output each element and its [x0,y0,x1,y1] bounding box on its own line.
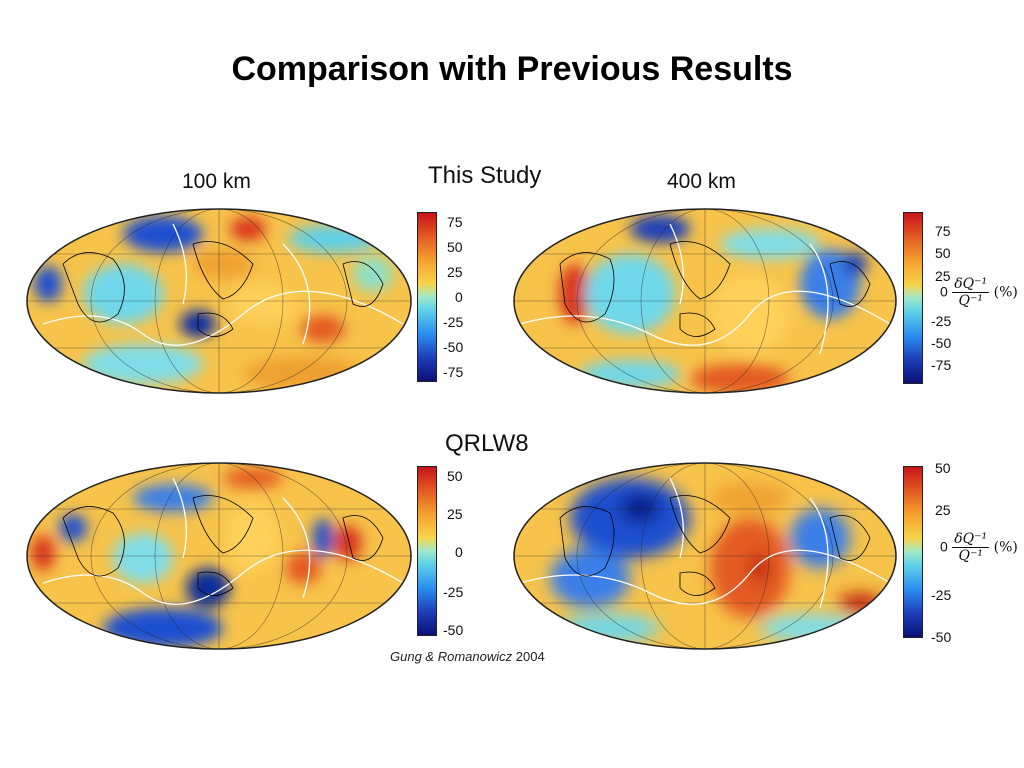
colorbar-tick: 75 [447,214,463,230]
colorbar-tick: 50 [447,239,463,255]
colorbar-top-right [903,212,923,384]
row-label-qrlw8: QRLW8 [445,430,529,457]
colorbar-tick: -25 [443,584,464,600]
colorbar-tick: -50 [931,335,952,351]
colorbar-tick: -75 [443,364,464,380]
credit-authors: Gung & Romanowicz [390,649,513,664]
colorbar-tick: -25 [443,314,464,330]
credit-year: 2004 [515,649,545,664]
colorbar-tick: 0 [455,289,463,305]
colorbar-tick: 75 [935,223,951,239]
colorbar-tick: -25 [931,313,952,329]
colorbar-equation-top: 0 δQ⁻¹ Q⁻¹ (%) [940,276,1018,309]
colorbar-tick: -50 [931,629,952,645]
colorbar-tick: 50 [935,245,951,261]
map-qrlw8-100km [26,462,412,650]
map-this-study-100km [26,208,412,394]
colorbar-tick: 50 [935,460,951,476]
colorbar-tick: 25 [935,268,951,284]
slide-title: Comparison with Previous Results [231,50,793,88]
equation-fraction: δQ⁻¹ Q⁻¹ [952,531,990,564]
colorbar-tick: -50 [443,622,464,638]
colorbar-top-left [417,212,437,382]
equation-fraction: δQ⁻¹ Q⁻¹ [952,276,990,309]
equation-zero: 0 [940,283,948,300]
credit: Gung & Romanowicz 2004 [390,649,545,664]
row-label-this-study: This Study [428,162,542,189]
equation-unit: (%) [993,284,1018,301]
colorbar-tick: 0 [455,544,463,560]
equation-numerator: δQ⁻¹ [952,276,990,293]
equation-denominator: Q⁻¹ [958,548,983,564]
equation-numerator: δQ⁻¹ [952,531,990,548]
colorbar-tick: 25 [447,264,463,280]
colorbar-equation-bottom: 0 δQ⁻¹ Q⁻¹ (%) [940,531,1018,564]
colorbar-tick: -75 [931,357,952,373]
equation-zero: 0 [940,538,948,555]
colorbar-bottom-right [903,466,923,638]
equation-denominator: Q⁻¹ [958,293,983,309]
colorbar-tick: -25 [931,587,952,603]
depth-label-400km: 400 km [667,170,736,193]
colorbar-tick: -50 [443,339,464,355]
colorbar-tick: 50 [447,468,463,484]
colorbar-tick: 25 [447,506,463,522]
map-this-study-400km [513,208,897,394]
equation-unit: (%) [993,539,1018,556]
colorbar-bottom-left [417,466,437,636]
colorbar-tick: 25 [935,502,951,518]
depth-label-100km: 100 km [182,170,251,193]
map-qrlw8-400km [513,462,897,650]
